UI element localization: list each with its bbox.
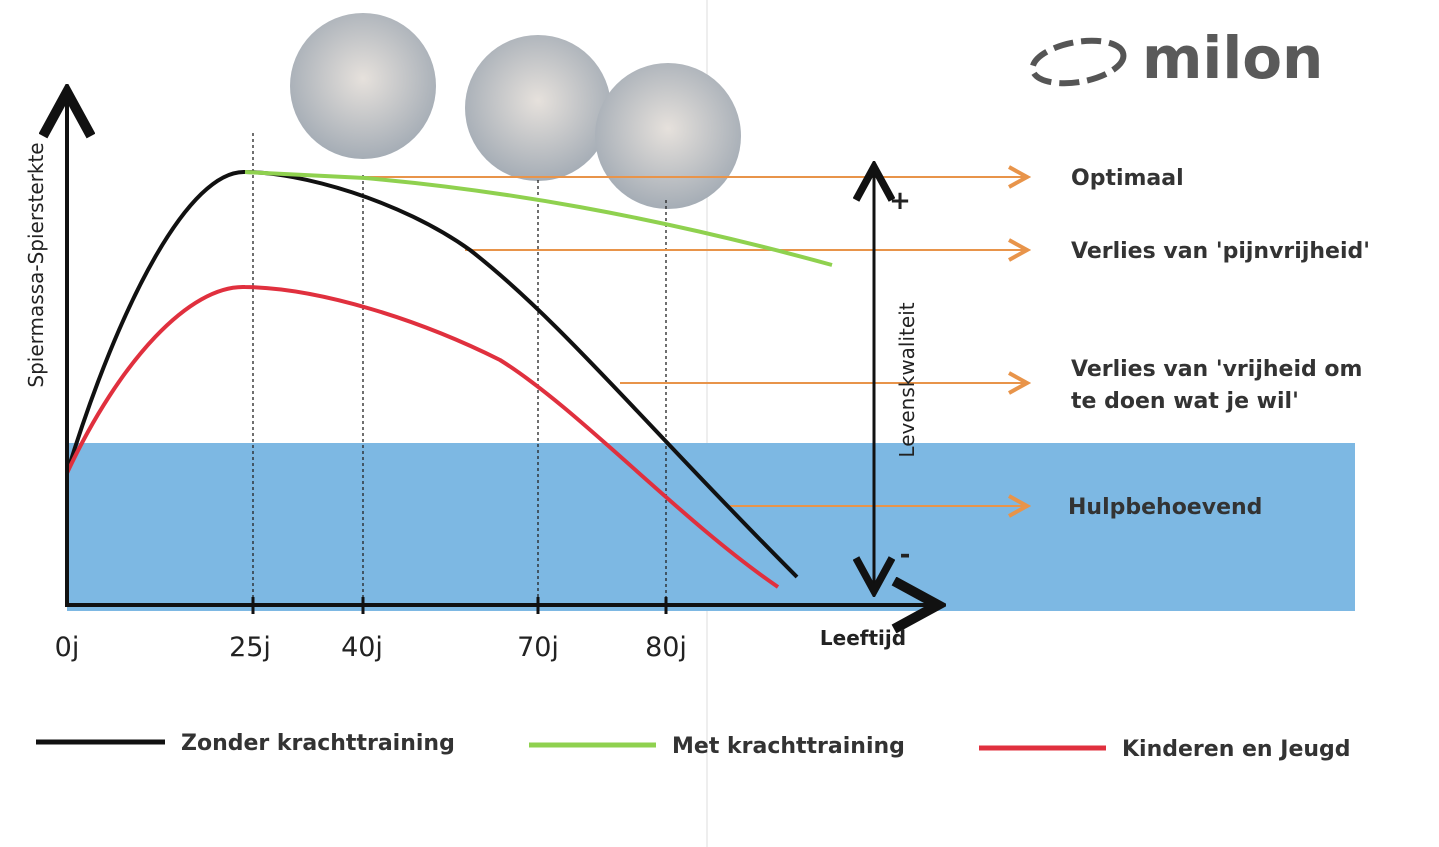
level-label: Hulpbehoevend xyxy=(1068,495,1262,520)
legend-label: Zonder krachttraining xyxy=(181,731,455,756)
brand: milon xyxy=(1142,24,1323,92)
quality-label: Levenskwaliteit xyxy=(895,302,919,457)
level-label: Optimaal xyxy=(1071,166,1184,191)
curve-with-training xyxy=(244,170,833,267)
level-label: te doen wat je wil' xyxy=(1071,389,1299,414)
dependency-band xyxy=(67,443,1355,611)
x-tick-label: 25j xyxy=(229,632,271,663)
x-tick-label: 40j xyxy=(341,632,383,663)
y-axis-label: Spiermassa-Spiersterkte xyxy=(24,142,48,387)
curve-children xyxy=(65,284,780,589)
legend-label: Kinderen en Jeugd xyxy=(1122,737,1351,762)
level-label: Verlies van 'pijnvrijheid' xyxy=(1071,239,1370,264)
photo xyxy=(290,13,436,159)
x-axis-label: Leeftijd xyxy=(820,626,906,650)
photo xyxy=(595,63,741,209)
x-tick-label: 80j xyxy=(645,632,687,663)
x-tick-label: 0j xyxy=(55,632,80,663)
photo xyxy=(465,35,611,181)
quality-minus: - xyxy=(900,540,911,570)
quality-plus: + xyxy=(889,186,911,216)
x-tick-label: 70j xyxy=(517,632,559,663)
legend-label: Met krachttraining xyxy=(672,734,905,759)
level-label: Verlies van 'vrijheid om xyxy=(1071,357,1362,382)
curve-without-training xyxy=(65,169,799,579)
logo-mark xyxy=(1029,37,1127,87)
x-ticks xyxy=(251,597,668,614)
